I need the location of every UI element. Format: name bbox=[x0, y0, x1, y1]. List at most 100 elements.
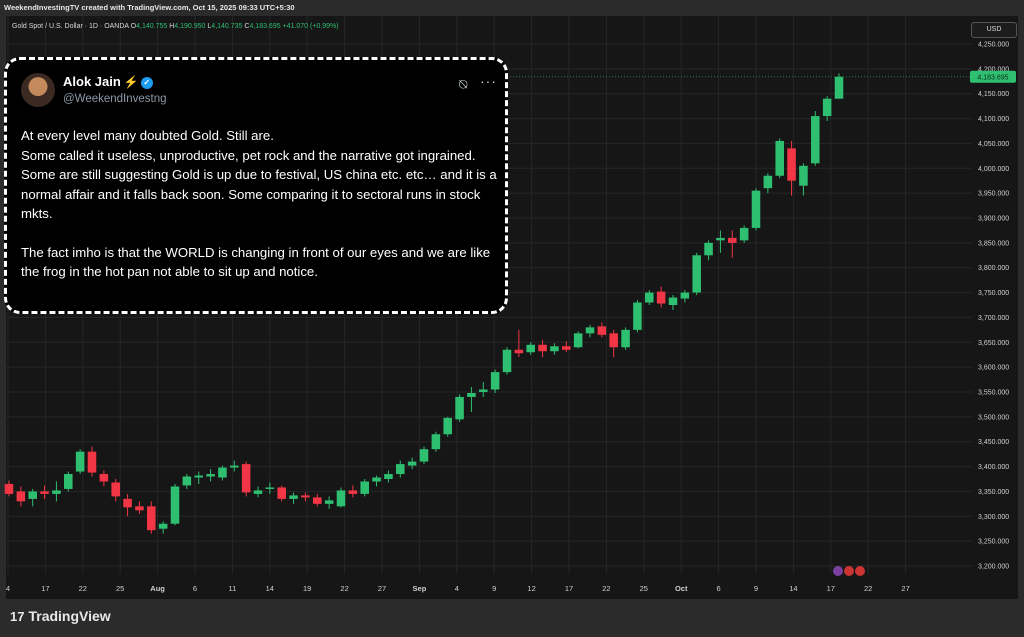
y-tick-label: 3,450.000 bbox=[978, 439, 1009, 446]
candle-down bbox=[277, 487, 286, 499]
candle-up bbox=[28, 491, 37, 499]
x-tick-label: 6 bbox=[717, 584, 721, 593]
candle-up bbox=[182, 476, 192, 486]
candle-down bbox=[301, 495, 310, 498]
event-markers[interactable] bbox=[833, 563, 866, 581]
candle-up bbox=[526, 344, 535, 353]
candle-up bbox=[799, 165, 808, 186]
candle-up bbox=[336, 490, 346, 507]
y-tick-label: 4,200.000 bbox=[978, 66, 1009, 73]
x-tick-label: 17 bbox=[827, 584, 835, 593]
y-tick-label: 3,650.000 bbox=[978, 340, 1009, 347]
more-options-icon[interactable]: ··· bbox=[480, 73, 497, 89]
y-tick-label: 3,400.000 bbox=[978, 464, 1009, 471]
tradingview-logo-icon: 17 bbox=[10, 609, 25, 624]
y-tick-label: 3,550.000 bbox=[978, 390, 1009, 397]
currency-selector[interactable]: USD bbox=[971, 22, 1017, 38]
y-tick-label: 3,250.000 bbox=[978, 539, 1009, 546]
candle-down bbox=[728, 237, 737, 243]
candle-down bbox=[87, 451, 97, 473]
y-tick-label: 4,100.000 bbox=[978, 116, 1009, 123]
ohlc-close-label: C bbox=[244, 23, 250, 30]
x-tick-label: 25 bbox=[640, 584, 648, 593]
candle-up bbox=[158, 523, 168, 529]
x-tick-label: 12 bbox=[527, 584, 535, 593]
last-price-tag bbox=[970, 70, 1016, 83]
x-tick-label: 11 bbox=[229, 584, 237, 593]
chart-caption: WeekendInvestingTV created with TradingV… bbox=[4, 3, 295, 12]
candle-down bbox=[16, 491, 26, 502]
candle-up bbox=[834, 76, 844, 99]
ohlc-high-label: H bbox=[169, 23, 175, 30]
candle-up bbox=[324, 500, 334, 504]
candle-down bbox=[111, 482, 120, 497]
y-tick-label: 3,600.000 bbox=[978, 365, 1009, 372]
candle-up bbox=[751, 190, 761, 228]
x-tick-label: 19 bbox=[303, 584, 311, 593]
candle-up bbox=[573, 333, 583, 348]
avatar[interactable] bbox=[21, 73, 55, 107]
x-tick-label: 4 bbox=[6, 584, 10, 593]
y-tick-label: 3,300.000 bbox=[978, 514, 1009, 521]
x-tick-label: 27 bbox=[901, 584, 909, 593]
ohlc-low-label: L bbox=[207, 23, 212, 30]
brand-name: TradingView bbox=[28, 608, 111, 624]
candle-down bbox=[4, 483, 14, 494]
tweet-text: At every level many doubted Gold. Still … bbox=[21, 126, 501, 282]
candle-up bbox=[490, 372, 500, 390]
candle-up bbox=[467, 392, 476, 397]
candle-down bbox=[123, 498, 132, 508]
y-tick-label: 3,700.000 bbox=[978, 315, 1009, 322]
ohlc-high: 4,190.950 bbox=[174, 23, 206, 30]
y-tick-label: 4,050.000 bbox=[978, 141, 1009, 148]
candle-up bbox=[680, 292, 690, 299]
author-name[interactable]: Alok Jain bbox=[63, 74, 121, 89]
tweet-line-4: The fact imho is that the WORLD is chang… bbox=[21, 244, 491, 280]
x-tick-label: 6 bbox=[193, 584, 197, 593]
lightning-icon: ⚡ bbox=[123, 75, 139, 89]
candle-down bbox=[787, 148, 796, 181]
us-flag-event-icon[interactable] bbox=[844, 566, 854, 576]
candle-up bbox=[396, 464, 405, 475]
y-tick-label: 3,750.000 bbox=[978, 290, 1009, 297]
symbol-legend[interactable]: Gold Spot / U.S. Dollar · 1D · OANDA O4,… bbox=[12, 23, 339, 30]
tradingview-logo[interactable]: 17 TradingView bbox=[10, 608, 111, 624]
candle-up bbox=[265, 487, 275, 489]
tweet-author[interactable]: Alok Jain ⚡ ✓ bbox=[63, 74, 153, 89]
x-tick-label: Sep bbox=[413, 584, 427, 593]
x-tick-label: Aug bbox=[150, 584, 165, 593]
y-tick-label: 4,250.000 bbox=[978, 42, 1009, 49]
candle-up bbox=[692, 255, 701, 293]
y-tick-label: 3,900.000 bbox=[978, 216, 1009, 223]
candle-up bbox=[479, 389, 488, 392]
y-tick-label: 3,500.000 bbox=[978, 414, 1009, 421]
tweet-line-3: Some are still suggesting Gold is up due… bbox=[21, 167, 497, 221]
tweet-line-2: Some called it useless, unproductive, pe… bbox=[21, 147, 476, 163]
candle-up bbox=[372, 477, 381, 482]
candle-down bbox=[313, 497, 322, 504]
candle-up bbox=[811, 116, 820, 164]
author-handle[interactable]: @WeekendInvestng bbox=[63, 93, 167, 105]
candle-up bbox=[775, 140, 784, 176]
candle-up bbox=[75, 451, 85, 472]
symbol-name[interactable]: Gold Spot / U.S. Dollar · 1D · OANDA bbox=[12, 23, 129, 30]
x-tick-label: 25 bbox=[116, 584, 124, 593]
x-tick-label: Oct bbox=[675, 584, 688, 593]
y-tick-label: 3,850.000 bbox=[978, 240, 1009, 247]
verified-icon: ✓ bbox=[140, 77, 153, 89]
candle-down bbox=[562, 346, 571, 350]
grok-icon[interactable]: ⍉ bbox=[459, 76, 468, 92]
x-tick-label: 22 bbox=[602, 584, 610, 593]
candle-up bbox=[218, 467, 227, 478]
lightning-event-icon[interactable] bbox=[833, 566, 843, 576]
candle-up bbox=[384, 474, 393, 479]
candle-down bbox=[147, 506, 156, 531]
candle-down bbox=[538, 344, 547, 352]
candle-down bbox=[609, 333, 618, 348]
candle-down bbox=[40, 491, 49, 494]
y-tick-label: 3,200.000 bbox=[978, 564, 1009, 571]
us-flag-event-icon-2[interactable] bbox=[855, 566, 865, 576]
last-price-label: 4,183.695 bbox=[977, 74, 1008, 81]
ohlc-low: 4,140.735 bbox=[211, 23, 243, 30]
candle-up bbox=[455, 396, 464, 420]
